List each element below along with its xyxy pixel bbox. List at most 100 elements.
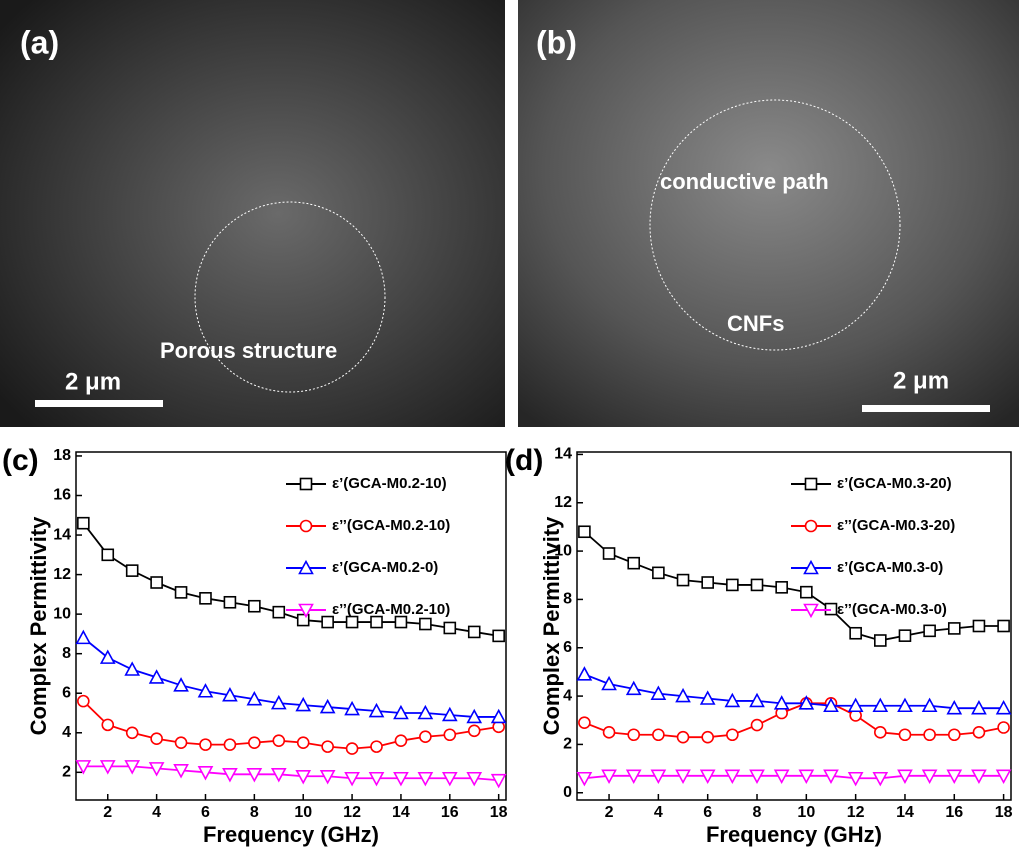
sem-image-a: (a) Porous structure 2 μm	[0, 0, 505, 427]
series-line	[584, 674, 1003, 708]
image-background	[518, 0, 1019, 427]
marker	[273, 607, 284, 618]
x-axis-label: Frequency (GHz)	[706, 822, 882, 847]
legend-label: ε’’(GCA-M0.3-0)	[837, 601, 947, 618]
legend-marker	[806, 479, 817, 490]
x-tick-label: 16	[441, 804, 459, 821]
x-tick-label: 12	[847, 804, 865, 821]
marker	[801, 587, 812, 598]
marker	[371, 617, 382, 628]
marker	[126, 663, 139, 675]
marker	[469, 626, 480, 637]
marker	[127, 727, 138, 738]
legend-label: ε’(GCA-M0.2-10)	[332, 475, 447, 492]
marker	[653, 567, 664, 578]
panel-label: (d)	[505, 444, 543, 477]
legend-marker	[301, 479, 312, 490]
annotation: Porous structure	[160, 338, 337, 363]
marker	[249, 601, 260, 612]
marker	[175, 679, 188, 691]
legend-marker	[301, 521, 312, 532]
marker	[603, 678, 616, 690]
marker	[875, 727, 886, 738]
marker	[151, 733, 162, 744]
x-axis-label: Frequency (GHz)	[203, 822, 379, 847]
marker	[776, 582, 787, 593]
series-line	[584, 532, 1003, 641]
x-tick-label: 4	[654, 804, 663, 821]
plot-frame	[577, 452, 1011, 800]
marker	[102, 719, 113, 730]
marker	[347, 743, 358, 754]
marker	[395, 617, 406, 628]
y-tick-label: 16	[53, 487, 71, 504]
x-tick-label: 14	[392, 804, 410, 821]
marker	[973, 621, 984, 632]
marker	[420, 731, 431, 742]
marker	[298, 615, 309, 626]
y-tick-label: 2	[62, 764, 71, 781]
marker	[127, 565, 138, 576]
marker	[727, 579, 738, 590]
legend-label: ε’(GCA-M0.2-0)	[332, 559, 438, 576]
y-tick-label: 14	[554, 446, 572, 463]
annotation: CNFs	[727, 311, 784, 336]
y-tick-label: 14	[53, 526, 71, 543]
marker	[347, 617, 358, 628]
marker	[604, 548, 615, 559]
marker	[249, 737, 260, 748]
marker	[493, 630, 504, 641]
y-axis-label: Complex Permittivity	[26, 516, 51, 736]
x-tick-label: 18	[995, 804, 1013, 821]
marker	[298, 737, 309, 748]
marker	[151, 577, 162, 588]
x-tick-label: 8	[753, 804, 762, 821]
x-tick-label: 10	[294, 804, 312, 821]
series-line	[584, 703, 1003, 737]
y-tick-label: 12	[53, 566, 71, 583]
marker	[998, 722, 1009, 733]
marker	[200, 593, 211, 604]
marker	[752, 579, 763, 590]
marker	[176, 587, 187, 598]
legend-label: ε’’(GCA-M0.2-10)	[332, 601, 450, 618]
marker	[371, 741, 382, 752]
y-tick-label: 0	[563, 784, 572, 801]
marker	[102, 549, 113, 560]
scale-bar-label: 2 μm	[65, 368, 121, 395]
marker	[78, 518, 89, 529]
x-tick-label: 10	[797, 804, 815, 821]
marker	[702, 577, 713, 588]
marker	[200, 739, 211, 750]
series-line	[83, 766, 498, 780]
marker	[899, 729, 910, 740]
x-tick-label: 8	[250, 804, 259, 821]
panel-label: (a)	[20, 24, 59, 60]
x-tick-label: 2	[605, 804, 614, 821]
series-line	[83, 523, 498, 636]
y-tick-label: 6	[563, 639, 572, 656]
marker	[628, 729, 639, 740]
marker	[176, 737, 187, 748]
marker	[875, 635, 886, 646]
marker	[579, 526, 590, 537]
marker	[224, 739, 235, 750]
marker	[727, 729, 738, 740]
marker	[973, 727, 984, 738]
marker	[224, 597, 235, 608]
x-tick-label: 14	[896, 804, 914, 821]
marker	[924, 729, 935, 740]
marker	[850, 628, 861, 639]
scale-bar	[35, 400, 163, 407]
x-tick-label: 18	[490, 804, 508, 821]
scale-bar	[862, 405, 990, 412]
marker	[578, 773, 591, 785]
marker	[678, 732, 689, 743]
scale-bar-label: 2 μm	[893, 367, 949, 394]
sem-image-b: (b) conductive path CNFs 2 μm	[518, 0, 1019, 427]
marker	[899, 630, 910, 641]
marker	[653, 729, 664, 740]
legend-marker	[806, 521, 817, 532]
